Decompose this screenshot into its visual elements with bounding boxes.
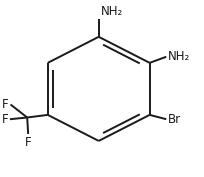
Text: NH₂: NH₂ <box>101 5 123 18</box>
Text: F: F <box>2 113 8 126</box>
Text: F: F <box>2 98 9 111</box>
Text: Br: Br <box>168 113 181 126</box>
Text: F: F <box>25 136 31 149</box>
Text: NH₂: NH₂ <box>168 50 190 63</box>
